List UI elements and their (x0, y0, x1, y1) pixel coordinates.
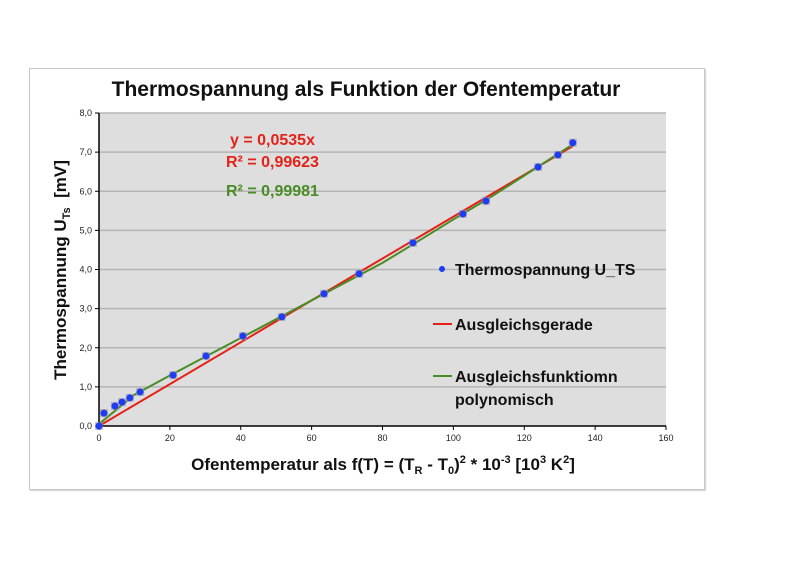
data-point (355, 270, 363, 278)
data-point (202, 352, 210, 360)
linear-r-squared-label: R² = 0,99623 (226, 154, 319, 171)
data-point (100, 409, 108, 417)
data-point (126, 394, 134, 402)
x-tick-label: 80 (377, 433, 387, 443)
x-tick-label: 140 (588, 433, 603, 443)
data-points (95, 138, 577, 430)
x-tick-label: 60 (307, 433, 317, 443)
x-tick-label: 20 (165, 433, 175, 443)
y-tick-label: 3,0 (79, 304, 92, 314)
data-point (136, 388, 144, 396)
y-axis-title: Thermospannung UTs [mV] (51, 160, 73, 380)
y-tick-label: 8,0 (79, 108, 92, 118)
data-point (111, 402, 119, 410)
data-point (569, 139, 577, 147)
y-tick-label: 5,0 (79, 225, 92, 235)
data-point (239, 332, 247, 340)
legend-label-linear: Ausgleichsgerade (455, 317, 593, 334)
data-point (554, 151, 562, 159)
data-point (409, 239, 417, 247)
linear-equation-label: y = 0,0535x (230, 132, 315, 149)
x-tick-label: 40 (236, 433, 246, 443)
data-point (459, 210, 467, 218)
y-tick-label: 6,0 (79, 186, 92, 196)
legend-marker-points-icon (439, 266, 445, 272)
x-axis-ticks: 0 20 40 60 80 100 120 140 160 (96, 426, 674, 443)
chart-title: Thermospannung als Funktion der Ofentemp… (111, 78, 621, 101)
linear-trendline (98, 145, 574, 427)
data-point (169, 371, 177, 379)
x-tick-label: 0 (96, 433, 101, 443)
y-tick-label: 4,0 (79, 265, 92, 275)
x-axis-title: Ofentemperatur als f(T) = (TR - T0)2 * 1… (191, 454, 575, 477)
data-point (118, 398, 126, 406)
polynomial-r-squared-label: R² = 0,99981 (226, 183, 319, 200)
data-point (534, 163, 542, 171)
data-point (482, 197, 490, 205)
y-tick-label: 2,0 (79, 343, 92, 353)
legend-label-polynomial-line2: polynomisch (455, 392, 554, 409)
data-point (278, 313, 286, 321)
y-tick-label: 7,0 (79, 147, 92, 157)
data-point (95, 422, 103, 430)
x-tick-label: 160 (658, 433, 673, 443)
legend: Thermospannung U_TS Ausgleichsgerade Aus… (433, 262, 636, 409)
y-axis-ticks: 0,0 1,0 2,0 3,0 4,0 5,0 6,0 7,0 8,0 (79, 108, 99, 431)
legend-label-polynomial-line1: Ausgleichsfunktiomn (455, 369, 618, 386)
x-tick-label: 120 (517, 433, 532, 443)
y-tick-label: 1,0 (79, 382, 92, 392)
y-tick-label: 0,0 (79, 421, 92, 431)
data-point (320, 290, 328, 298)
x-tick-label: 100 (446, 433, 461, 443)
gridlines (99, 112, 666, 388)
legend-label-points: Thermospannung U_TS (455, 262, 636, 279)
